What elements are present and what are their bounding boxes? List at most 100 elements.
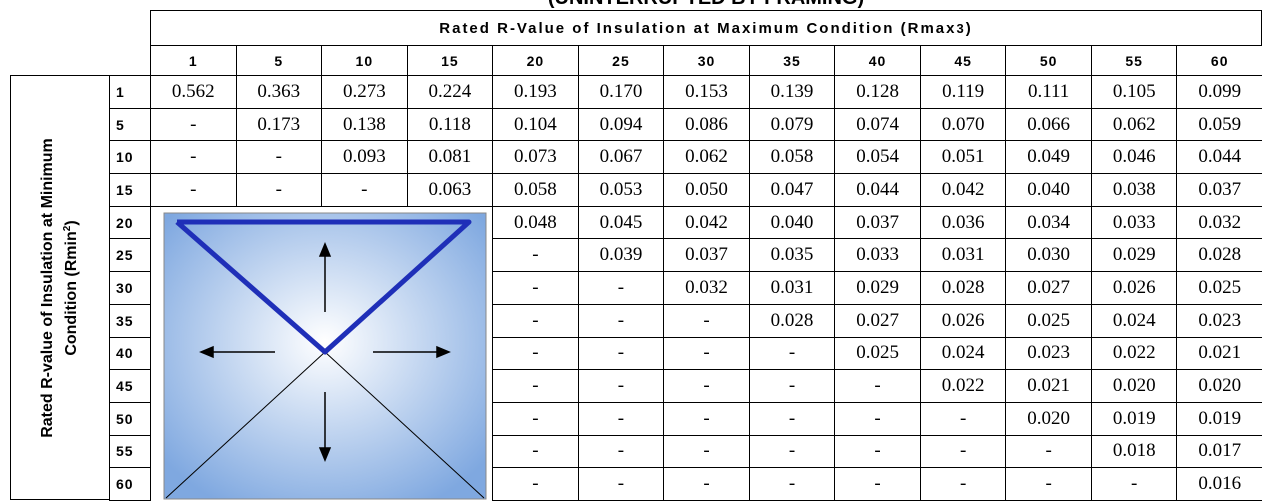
cell-value: 0.026 <box>1091 271 1178 305</box>
cell-value: 0.023 <box>1005 337 1092 371</box>
cell-value: 0.093 <box>321 140 408 174</box>
row-header: 30 <box>109 271 151 305</box>
row-header: 50 <box>109 402 151 436</box>
cell-value: 0.045 <box>578 206 665 240</box>
cell-value: 0.037 <box>1176 173 1262 207</box>
row-header: 20 <box>109 206 151 240</box>
cell-value: 0.039 <box>578 238 665 272</box>
cell-value: - <box>1005 467 1092 501</box>
cell-value: 0.062 <box>663 140 750 174</box>
cell-value: 0.017 <box>1176 435 1262 469</box>
cell-value: 0.016 <box>1176 467 1262 501</box>
cell-value: 0.170 <box>578 75 665 109</box>
cell-value: 0.047 <box>749 173 836 207</box>
cell-value: 0.023 <box>1176 304 1262 338</box>
cell-value: 0.086 <box>663 108 750 142</box>
cell-value: - <box>578 402 665 436</box>
row-header: 40 <box>109 337 151 371</box>
cell-value: 0.036 <box>920 206 1007 240</box>
cell-value: 0.193 <box>492 75 579 109</box>
cell-value: 0.019 <box>1091 402 1178 436</box>
cell-value: - <box>236 140 323 174</box>
cell-value: - <box>150 108 237 142</box>
cell-value: - <box>150 140 237 174</box>
cell-value: 0.044 <box>834 173 921 207</box>
diagram <box>163 212 489 500</box>
cell-value: - <box>492 337 579 371</box>
column-header: 15 <box>407 45 494 76</box>
cell-value: - <box>749 435 836 469</box>
cell-value: 0.053 <box>578 173 665 207</box>
cell-value: 0.037 <box>663 238 750 272</box>
cell-value: 0.033 <box>834 238 921 272</box>
cell-value: 0.139 <box>749 75 836 109</box>
cell-value: 0.020 <box>1176 369 1262 403</box>
cell-value: - <box>492 238 579 272</box>
cell-value: - <box>578 337 665 371</box>
cell-value: 0.025 <box>834 337 921 371</box>
cell-value: 0.070 <box>920 108 1007 142</box>
cell-value: - <box>920 402 1007 436</box>
cell-value: - <box>663 369 750 403</box>
row-header: 15 <box>109 173 151 207</box>
row-group-header: Rated R-value of Insulation at Minimum C… <box>10 75 110 500</box>
cell-value: 0.153 <box>663 75 750 109</box>
cell-value: 0.059 <box>1176 108 1262 142</box>
cell-value: 0.044 <box>1176 140 1262 174</box>
cell-value: - <box>578 467 665 501</box>
cell-value: 0.028 <box>920 271 1007 305</box>
cell-value: - <box>578 304 665 338</box>
cell-value: 0.073 <box>492 140 579 174</box>
cell-value: 0.029 <box>834 271 921 305</box>
cell-value: 0.037 <box>834 206 921 240</box>
cell-value: 0.024 <box>920 337 1007 371</box>
cell-value: - <box>749 467 836 501</box>
cell-value: 0.021 <box>1005 369 1092 403</box>
cell-value: 0.138 <box>321 108 408 142</box>
cell-value: 0.051 <box>920 140 1007 174</box>
header-sup: 3 <box>956 21 965 36</box>
column-header: 60 <box>1176 45 1262 76</box>
row-header-line1: Rated R-value of Insulation at Minimum <box>39 138 56 438</box>
column-header: 25 <box>578 45 665 76</box>
cell-value: 0.020 <box>1091 369 1178 403</box>
cell-value: 0.067 <box>578 140 665 174</box>
row-header: 5 <box>109 108 151 142</box>
cell-value: 0.022 <box>920 369 1007 403</box>
cell-value: 0.027 <box>1005 271 1092 305</box>
cell-value: 0.128 <box>834 75 921 109</box>
row-group-label: Rated R-value of Insulation at Minimum C… <box>38 138 82 438</box>
page: {"title":"(UNINTERRUPTED BY FRAMING)", "… <box>0 0 1262 500</box>
cell-value: 0.273 <box>321 75 408 109</box>
cell-value: 0.032 <box>1176 206 1262 240</box>
cell-value: 0.026 <box>920 304 1007 338</box>
cell-value: - <box>663 467 750 501</box>
cell-value: 0.028 <box>1176 238 1262 272</box>
cell-value: 0.046 <box>1091 140 1178 174</box>
cell-value: 0.074 <box>834 108 921 142</box>
title: (UNINTERRUPTED BY FRAMING) <box>0 0 1262 10</box>
cell-value: - <box>150 173 237 207</box>
cell-value: 0.030 <box>1005 238 1092 272</box>
cell-value: 0.032 <box>663 271 750 305</box>
cell-value: - <box>492 271 579 305</box>
cell-value: - <box>663 435 750 469</box>
cell-value: - <box>578 435 665 469</box>
cell-value: 0.019 <box>1176 402 1262 436</box>
cell-value: 0.040 <box>1005 173 1092 207</box>
cell-value: - <box>749 337 836 371</box>
cell-value: 0.042 <box>663 206 750 240</box>
row-header: 60 <box>109 467 151 501</box>
row-header: 55 <box>109 435 151 469</box>
cell-value: 0.018 <box>1091 435 1178 469</box>
cell-value: 0.058 <box>492 173 579 207</box>
row-header-sup: 2 <box>62 225 73 231</box>
cell-value: 0.034 <box>1005 206 1092 240</box>
cell-value: 0.104 <box>492 108 579 142</box>
cell-value: 0.035 <box>749 238 836 272</box>
cell-value: - <box>492 467 579 501</box>
row-header: 25 <box>109 238 151 272</box>
cell-value: 0.021 <box>1176 337 1262 371</box>
cell-value: - <box>834 467 921 501</box>
cell-value: - <box>578 271 665 305</box>
